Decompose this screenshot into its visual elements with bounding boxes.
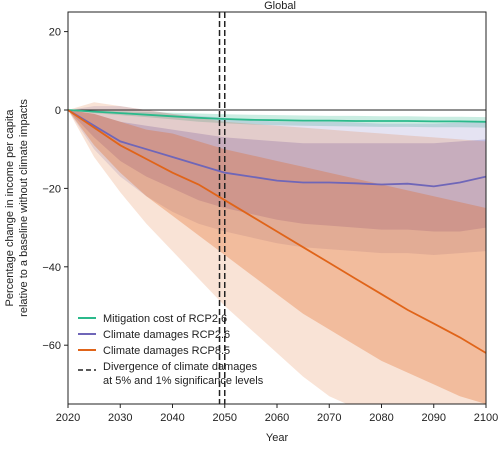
y-axis-ticks: 20 0 −20 −40 −60 [42,27,68,352]
band-inner-series-2 [68,110,486,404]
x-tick-label: 2070 [317,412,341,424]
chart-title: Global [264,0,296,12]
legend-label-mitigation: Mitigation cost of RCP2.6 [103,313,227,325]
x-tick-label: 2100 [474,412,498,424]
x-tick-label: 2040 [160,412,184,424]
x-tick-label: 2060 [265,412,289,424]
legend-label-significance-line-1: Divergence of climate damages [103,361,258,373]
legend-item-mitigation: Mitigation cost of RCP2.6 [78,313,227,325]
uncertainty-bands [68,102,486,404]
legend: Mitigation cost of RCP2.6 Climate damage… [78,313,264,387]
band-inner-series-1 [68,110,486,232]
significance-lines [218,12,226,404]
y-tick-label: −60 [42,340,61,352]
x-tick-label: 2020 [56,412,80,424]
band-outer-series-2 [68,102,486,404]
series-line-0 [68,109,486,123]
y-axis-label: Percentage change in income per capita r… [4,99,30,317]
y-tick-label: 20 [49,27,61,39]
legend-label-rcp26: Climate damages RCP2.6 [103,329,230,341]
series-line-2 [68,109,486,354]
y-axis-label-line-2: relative to a baseline without climate i… [18,99,30,317]
x-axis-ticks: 2020 2030 2040 2050 2060 2070 2080 2090 2100 [56,404,498,424]
legend-item-rcp26: Climate damages RCP2.6 [78,329,230,341]
y-tick-label: −40 [42,262,61,274]
y-tick-label: 0 [55,105,61,117]
y-tick-label: −20 [42,183,61,195]
series-lines [68,109,486,354]
x-tick-label: 2090 [422,412,446,424]
x-axis-label: Year [266,432,289,444]
legend-label-rcp85: Climate damages RCP8.5 [103,345,230,357]
x-tick-label: 2080 [369,412,393,424]
legend-item-rcp85: Climate damages RCP8.5 [78,345,230,357]
x-tick-label: 2030 [108,412,132,424]
legend-item-significance: Divergence of climate damages at 5% and … [78,361,264,387]
x-tick-label: 2050 [213,412,237,424]
legend-label-significance-line-2: at 5% and 1% significance levels [103,375,264,387]
series-line-1 [68,109,486,188]
y-axis-label-line-1: Percentage change in income per capita [4,109,16,307]
band-inner-series-0 [68,110,486,128]
